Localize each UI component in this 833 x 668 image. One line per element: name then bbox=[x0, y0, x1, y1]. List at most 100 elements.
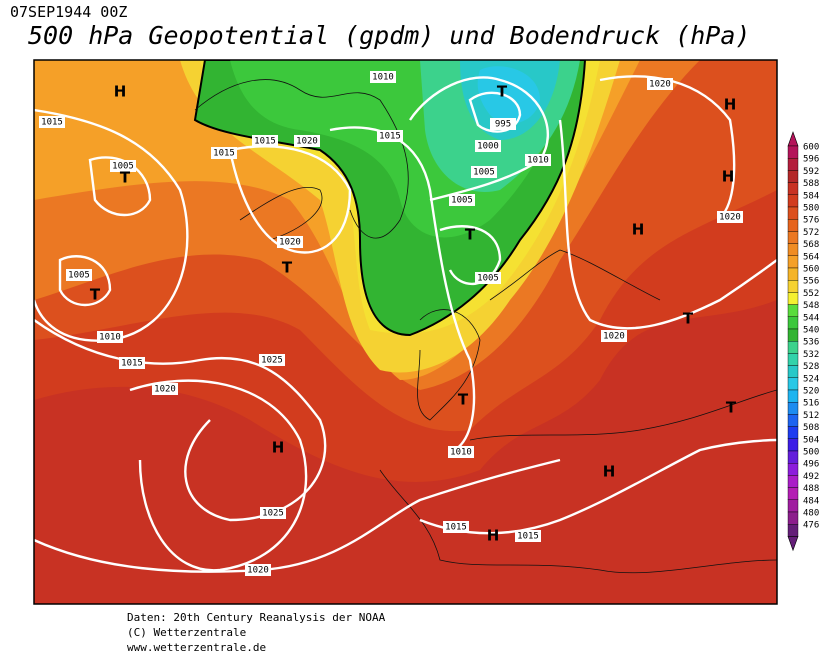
isobar-label: 1015 bbox=[517, 532, 539, 542]
colorbar-label: 484 bbox=[803, 496, 819, 506]
isobar-label-box bbox=[475, 140, 501, 152]
isobar-label-box bbox=[277, 236, 303, 248]
colorbar-swatch bbox=[787, 389, 799, 403]
isobar-label-box bbox=[717, 211, 743, 223]
colorbar-swatch bbox=[787, 499, 799, 513]
colorbar-swatch bbox=[787, 524, 799, 537]
colorbar-swatch bbox=[787, 316, 799, 330]
pressure-center: H bbox=[603, 463, 616, 481]
isobar-label: 1005 bbox=[68, 271, 90, 281]
colorbar-swatch bbox=[787, 328, 799, 342]
isobar-label-box bbox=[39, 116, 65, 128]
colorbar-label: 488 bbox=[803, 484, 819, 494]
isobar-label-box bbox=[601, 330, 627, 342]
colorbar-label: 580 bbox=[803, 204, 819, 214]
isobar-label-box bbox=[119, 357, 145, 369]
colorbar-label: 516 bbox=[803, 399, 819, 409]
isobar-label: 1005 bbox=[112, 162, 134, 172]
colorbar-label: 540 bbox=[803, 326, 819, 336]
colorbar-label: 528 bbox=[803, 362, 819, 372]
isobar-label-box bbox=[490, 118, 516, 130]
colorbar-swatch bbox=[787, 304, 799, 318]
isobar-label-box bbox=[66, 269, 92, 281]
colorbar-label: 596 bbox=[803, 155, 819, 165]
colorbar-swatch bbox=[787, 365, 799, 379]
coastlines bbox=[194, 79, 777, 574]
colorbar-swatch bbox=[787, 414, 799, 427]
colorbar-label: 476 bbox=[803, 521, 819, 531]
colorbar-swatch bbox=[787, 182, 799, 196]
colorbar-arrow-bottom bbox=[787, 536, 799, 552]
colorbar-swatch bbox=[787, 194, 799, 208]
isobar-label-box bbox=[515, 530, 541, 542]
pressure-center: H bbox=[114, 83, 127, 101]
colorbar-label: 480 bbox=[803, 509, 819, 519]
isobar-label-box bbox=[152, 383, 178, 395]
colorbar-swatch bbox=[787, 341, 799, 354]
isobar-label-box bbox=[260, 507, 286, 519]
isobar-label-box bbox=[259, 354, 285, 366]
colorbar-label: 576 bbox=[803, 216, 819, 226]
colorbar-label: 560 bbox=[803, 265, 819, 275]
isobar-label: 1015 bbox=[213, 149, 235, 159]
colorbar-label: 520 bbox=[803, 387, 819, 397]
colorbar-label: 492 bbox=[803, 472, 819, 482]
isobar-label: 1010 bbox=[450, 448, 472, 458]
isobar-label: 1025 bbox=[262, 509, 284, 519]
colorbar-label: 568 bbox=[803, 240, 819, 250]
colorbar-swatch bbox=[787, 170, 799, 183]
colorbar-swatch bbox=[787, 353, 799, 366]
pressure-center: H bbox=[272, 439, 285, 457]
colorbar-swatch bbox=[787, 402, 799, 415]
pressure-center: T bbox=[282, 259, 293, 277]
colorbar-swatch bbox=[787, 231, 799, 244]
footer-url: www.wetterzentrale.de bbox=[127, 641, 266, 654]
isobar-label: 1020 bbox=[154, 385, 176, 395]
isobar-label-box bbox=[647, 78, 673, 90]
isobar-label: 1025 bbox=[261, 356, 283, 366]
isobar-label-box bbox=[245, 564, 271, 576]
colorbar-swatch bbox=[787, 438, 799, 452]
isobar-label: 1020 bbox=[719, 213, 741, 223]
isobar-label: 1005 bbox=[473, 168, 495, 178]
isobar-label: 1000 bbox=[477, 142, 499, 152]
colorbar-label: 524 bbox=[803, 374, 819, 384]
isobar-label: 1015 bbox=[445, 523, 467, 533]
colorbar-swatch bbox=[787, 463, 799, 476]
colorbar-label: 592 bbox=[803, 167, 819, 177]
isobar-label: 1010 bbox=[372, 73, 394, 83]
isobar-label: 1015 bbox=[254, 137, 276, 147]
colorbar-label: 496 bbox=[803, 460, 819, 470]
isobars bbox=[34, 75, 777, 573]
colorbar-label: 548 bbox=[803, 301, 819, 311]
isobar-label: 995 bbox=[495, 120, 511, 130]
colorbar-label: 512 bbox=[803, 411, 819, 421]
colorbar-label: 584 bbox=[803, 191, 819, 201]
colorbar-swatch bbox=[787, 218, 799, 232]
pressure-center: H bbox=[632, 221, 645, 239]
colorbar-swatch bbox=[787, 487, 799, 501]
isobar-label-box bbox=[449, 194, 475, 206]
isobar-label: 1020 bbox=[603, 332, 625, 342]
colorbar-label: 500 bbox=[803, 448, 819, 458]
colorbar-label: 508 bbox=[803, 423, 819, 433]
isobar-label-box bbox=[443, 521, 469, 533]
colorbar-swatch bbox=[787, 157, 799, 171]
map-frame bbox=[33, 59, 778, 605]
colorbar-label: 532 bbox=[803, 350, 819, 360]
isobar-label-box bbox=[370, 71, 396, 83]
isobar-label-box bbox=[294, 135, 320, 147]
colorbar-swatch bbox=[787, 145, 799, 159]
date: 07SEP1944 00Z bbox=[10, 3, 127, 21]
isobar-label-box bbox=[448, 446, 474, 458]
isobar-label: 1015 bbox=[41, 118, 63, 128]
colorbar-label: 564 bbox=[803, 252, 819, 262]
colorbar-swatch bbox=[787, 292, 799, 305]
pressure-center: T bbox=[465, 226, 476, 244]
colorbar-swatch bbox=[787, 280, 799, 293]
isobar-label: 1020 bbox=[279, 238, 301, 248]
colorbar-swatch bbox=[787, 206, 799, 220]
colorbar-arrow-top bbox=[787, 131, 799, 147]
colorbar-swatch bbox=[787, 511, 799, 525]
